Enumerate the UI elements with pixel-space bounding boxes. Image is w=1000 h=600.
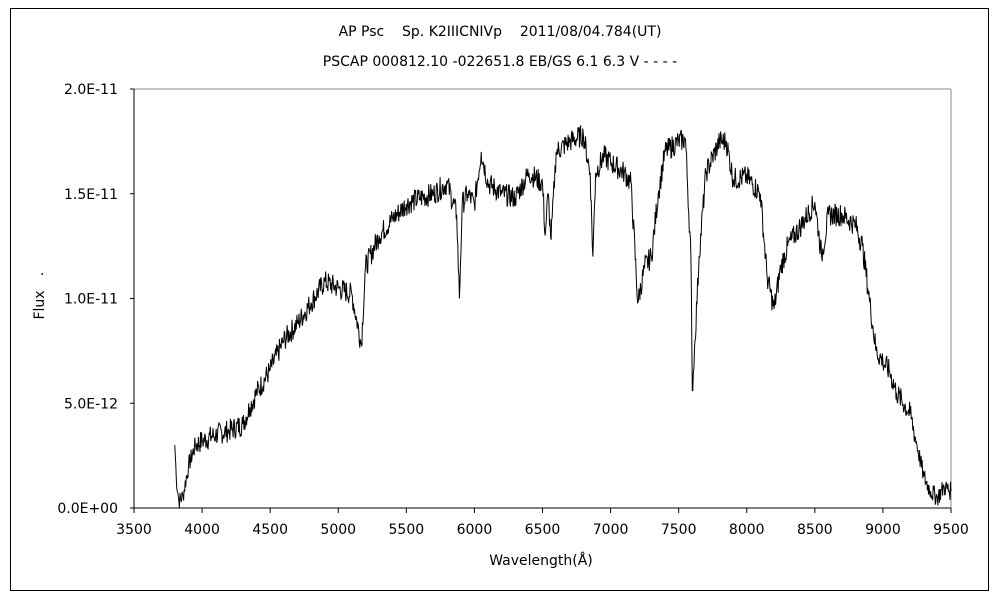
x-tick-label: 8000 — [729, 522, 765, 538]
chart-title: AP Psc Sp. K2IIICNIVp 2011/08/04.784(UT) — [338, 24, 662, 40]
x-tick-label: 4500 — [252, 522, 288, 538]
x-tick-label: 5000 — [320, 522, 356, 538]
x-tick-label: 4000 — [184, 522, 220, 538]
y-tick-label: 5.0E-12 — [64, 396, 118, 412]
x-tick-label: 9000 — [865, 522, 901, 538]
y-tick-label: 0.0E+00 — [57, 501, 118, 517]
x-axis-label: Wavelength(Å) — [489, 552, 593, 569]
x-tick-label: 7000 — [593, 522, 629, 538]
y-tick-label: 1.0E-11 — [64, 292, 118, 308]
x-tick-label: 3500 — [116, 522, 152, 538]
y-tick-label: 1.5E-11 — [64, 187, 118, 203]
y-axis-label-mark: . — [40, 263, 44, 279]
x-tick-label: 9500 — [933, 522, 969, 538]
x-tick-label: 8500 — [797, 522, 833, 538]
y-axis-label: Flux — [32, 290, 48, 319]
x-tick-label: 6000 — [457, 522, 493, 538]
y-tick-label: 2.0E-11 — [64, 82, 118, 98]
chart-frame — [10, 8, 989, 591]
x-tick-label: 6500 — [525, 522, 561, 538]
spectrum-line — [174, 125, 952, 509]
x-tick-label: 7500 — [661, 522, 697, 538]
x-tick-label: 5500 — [389, 522, 425, 538]
chart-subtitle: PSCAP 000812.10 -022651.8 EB/GS 6.1 6.3 … — [322, 54, 678, 70]
